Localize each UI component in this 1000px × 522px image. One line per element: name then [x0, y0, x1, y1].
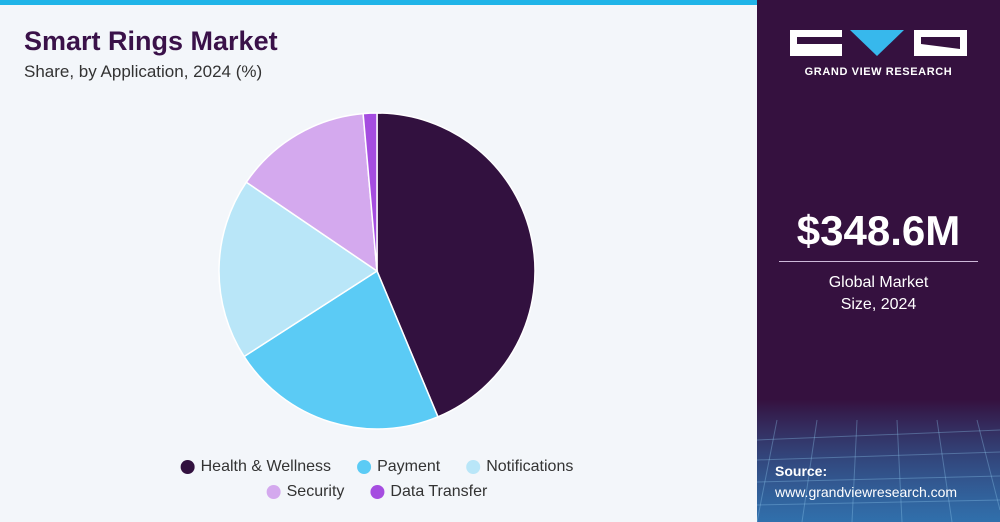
- brand-name: GRAND VIEW RESEARCH: [804, 66, 953, 78]
- pie-slice: [362, 112, 378, 272]
- decoration: [757, 30, 1000, 522]
- legend-marker: [466, 460, 481, 474]
- chart: Health & Wellness Payment Notifications Sec…: [180, 112, 573, 500]
- legend-marker: [370, 485, 385, 499]
- legend-label: Payment: [377, 458, 441, 475]
- legend-label: Notifications: [486, 458, 573, 475]
- legend-marker: [357, 460, 372, 474]
- legend-marker: [180, 460, 195, 474]
- divider: [779, 261, 978, 262]
- chart-panel: Health & Wellness Payment Notifications Sec…: [0, 0, 757, 501]
- source-url: www.grandviewresearch.com: [775, 484, 958, 500]
- chart-subtitle: Share, by Application, 2024 (%): [24, 62, 263, 81]
- source-label: Source:: [775, 463, 828, 479]
- accent-bar: [0, 0, 757, 5]
- legend-label: Security: [287, 483, 345, 500]
- market-size: $348.6M: [796, 207, 961, 254]
- legend-marker: [266, 485, 281, 499]
- pie-slice: [376, 112, 536, 418]
- legend-label: Data Transfer: [390, 483, 488, 500]
- chart-title: Smart Rings Market: [24, 26, 278, 56]
- pie-slice: [243, 269, 439, 430]
- pie-slice: [218, 181, 379, 358]
- pie-slice: [245, 112, 378, 273]
- legend-label: Health & Wellness: [201, 458, 331, 475]
- sidebar: GRAND VIEW RESEARCH $348.6M Global Marke…: [757, 0, 1000, 522]
- market-size-label: Global Market Size, 2024: [828, 274, 929, 313]
